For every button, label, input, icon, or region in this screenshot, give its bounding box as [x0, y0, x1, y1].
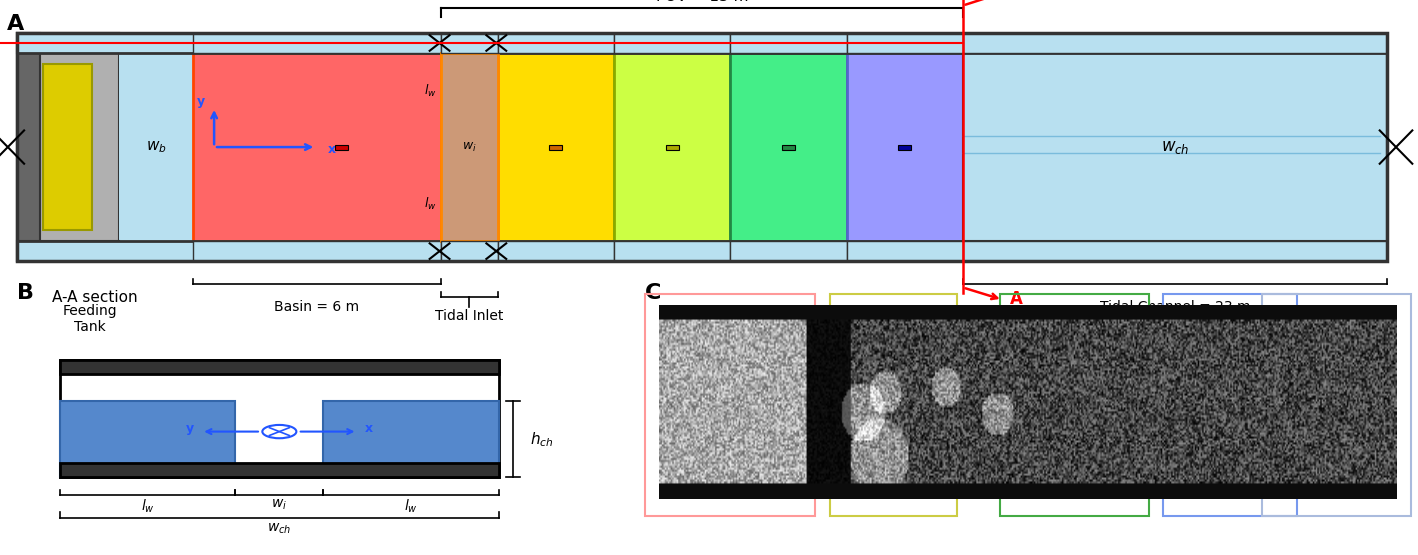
Bar	[899, 144, 910, 149]
Bar	[60, 360, 499, 477]
Bar	[730, 241, 847, 261]
Text: x: x	[364, 422, 373, 435]
Bar	[614, 33, 730, 53]
Text: Feeding
Tank: Feeding Tank	[62, 304, 118, 334]
Bar	[193, 241, 441, 261]
Bar	[17, 33, 1387, 53]
Text: B: B	[17, 283, 34, 303]
Bar	[17, 241, 119, 261]
Text: A-A section: A-A section	[52, 290, 138, 305]
Text: $l_w$: $l_w$	[424, 82, 437, 99]
Text: Tidal Channel = 23 m: Tidal Channel = 23 m	[1099, 300, 1251, 314]
Text: $h_{ch}$: $h_{ch}$	[530, 430, 554, 448]
Bar	[963, 33, 1387, 53]
Text: $l_w$: $l_w$	[140, 498, 155, 515]
Bar	[1000, 294, 1149, 516]
Bar	[614, 53, 730, 241]
Bar	[498, 53, 614, 241]
Bar	[498, 241, 614, 261]
Bar	[963, 53, 1387, 241]
Bar	[665, 144, 678, 149]
Text: A: A	[7, 14, 24, 34]
Bar	[1163, 294, 1297, 516]
Bar	[323, 401, 499, 477]
Bar	[441, 53, 498, 241]
Bar	[441, 241, 498, 261]
Text: A: A	[1010, 290, 1022, 308]
Bar	[17, 33, 40, 261]
Text: $l_w$: $l_w$	[404, 498, 418, 515]
Bar	[549, 144, 562, 149]
Bar	[847, 53, 963, 241]
Text: y: y	[197, 94, 206, 108]
Bar	[335, 144, 347, 149]
Bar	[614, 241, 730, 261]
Bar	[441, 33, 498, 53]
Bar	[17, 33, 119, 261]
Bar	[830, 294, 957, 516]
Bar	[60, 360, 499, 374]
Bar	[963, 241, 1387, 261]
Text: $w_i$: $w_i$	[462, 140, 476, 154]
Bar	[43, 64, 92, 230]
Text: $l_w$: $l_w$	[424, 195, 437, 212]
Text: $w_b$: $w_b$	[146, 139, 166, 155]
Bar	[847, 33, 963, 53]
Text: $w_i$: $w_i$	[271, 498, 288, 512]
Bar	[730, 53, 847, 241]
Bar	[730, 33, 847, 53]
Text: x: x	[328, 143, 336, 157]
Text: Basin = 6 m: Basin = 6 m	[274, 300, 360, 314]
Bar	[119, 53, 193, 241]
Bar	[645, 294, 815, 516]
Text: Tidal Inlet: Tidal Inlet	[435, 309, 503, 323]
Text: $w_{ch}$: $w_{ch}$	[267, 521, 292, 536]
Text: $w_{ch}$: $w_{ch}$	[1160, 138, 1190, 156]
Bar	[60, 463, 499, 477]
Text: y: y	[186, 422, 194, 435]
Bar	[783, 144, 794, 149]
Bar	[17, 241, 1387, 261]
Text: C: C	[645, 283, 662, 303]
Bar	[17, 33, 1387, 261]
Bar	[498, 33, 614, 53]
Bar	[60, 401, 235, 477]
Bar	[193, 53, 441, 241]
Bar	[17, 33, 1387, 261]
Text: FOV = 13 m: FOV = 13 m	[655, 0, 749, 4]
Bar	[193, 33, 441, 53]
Bar	[759, 322, 851, 494]
Bar	[847, 241, 963, 261]
Bar	[1262, 294, 1411, 516]
Bar	[17, 33, 119, 53]
